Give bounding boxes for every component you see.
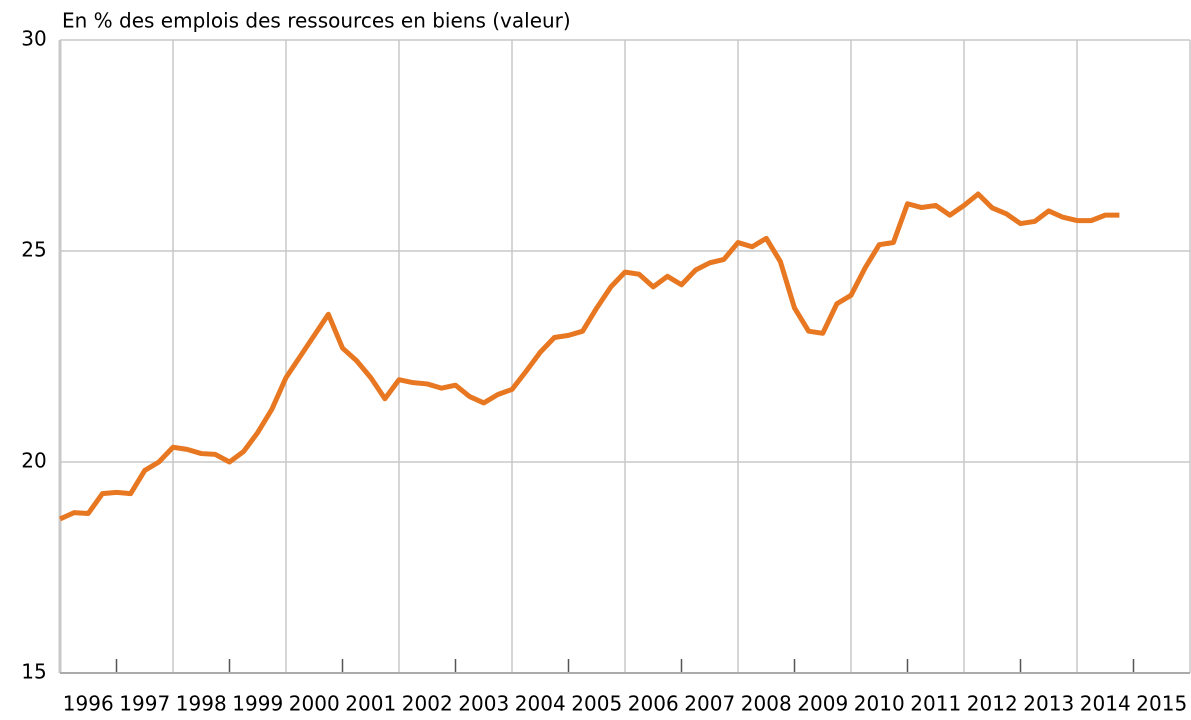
chart-subtitle: En % des emplois des ressources en biens… [62, 9, 571, 33]
x-tick-label: 1999 [232, 692, 283, 716]
x-tick-label: 1998 [176, 692, 227, 716]
x-tick-label: 1996 [63, 692, 114, 716]
x-tick-label: 2005 [571, 692, 622, 716]
x-tick-label: 2011 [910, 692, 961, 716]
x-tick-label: 2003 [458, 692, 509, 716]
x-tick-label: 2014 [1080, 692, 1131, 716]
y-tick-label: 20 [21, 449, 46, 473]
x-tick-label: 2009 [797, 692, 848, 716]
x-tick-label: 2013 [1023, 692, 1074, 716]
x-tick-label: 2004 [515, 692, 566, 716]
y-tick-label: 25 [21, 238, 46, 262]
x-tick-label: 2001 [345, 692, 396, 716]
x-tick-label: 2008 [741, 692, 792, 716]
x-tick-label: 2015 [1136, 692, 1187, 716]
x-tick-label: 2007 [684, 692, 735, 716]
x-tick-label: 2006 [628, 692, 679, 716]
x-tick-label: 2012 [967, 692, 1018, 716]
x-tick-label: 2010 [854, 692, 905, 716]
x-tick-label: 2002 [402, 692, 453, 716]
y-tick-label: 30 [21, 27, 46, 51]
x-tick-label: 2000 [289, 692, 340, 716]
y-tick-label: 15 [21, 660, 46, 684]
x-tick-label: 1997 [119, 692, 170, 716]
data-line [58, 191, 1120, 522]
